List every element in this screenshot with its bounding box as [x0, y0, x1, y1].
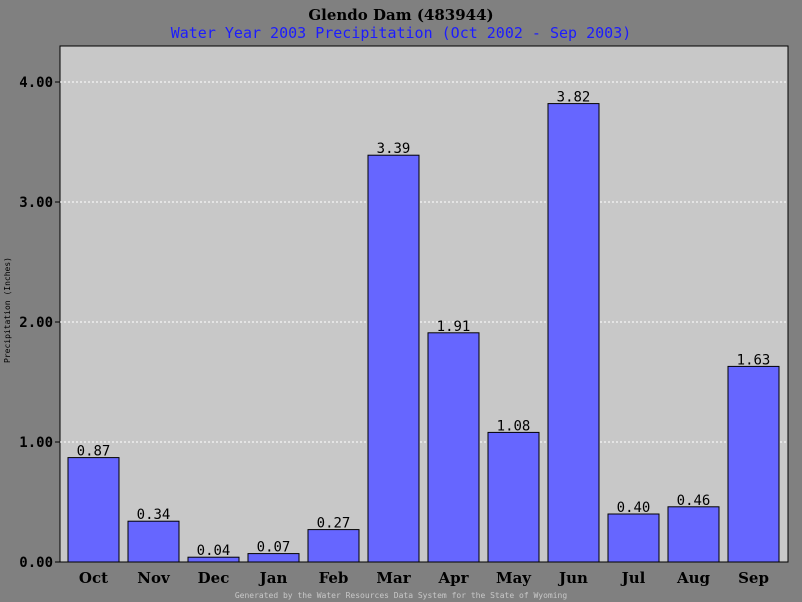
data-label-jul: 0.40 [617, 500, 651, 516]
x-tick-label-apr: Apr [437, 569, 469, 587]
x-tick-label-may: May [496, 569, 532, 587]
y-tick-label: 0.00 [19, 555, 53, 571]
plot-area: 0.87 0.34 0.04 0.07 0.27 3.39 1.91 1.08 3.82 0.40… [19, 45, 789, 587]
x-tick-label-feb: Feb [319, 569, 349, 587]
data-label-jun: 3.82 [557, 90, 591, 106]
bar-jul [607, 513, 660, 563]
x-tick-label-nov: Nov [137, 569, 171, 587]
x-tick-label-jul: Jul [620, 569, 646, 587]
bar-nov [127, 520, 180, 563]
y-tick-label: 3.00 [19, 195, 53, 211]
bar-jan [247, 553, 300, 563]
footer-credit: Generated by the Water Resources Data Sy… [235, 591, 568, 600]
bar-apr [427, 332, 480, 563]
bar-mar [367, 154, 420, 563]
x-tick-label-oct: Oct [79, 569, 108, 587]
y-tick-label: 4.00 [19, 75, 53, 91]
y-ticks: 0.00 1.00 2.00 3.00 4.00 [19, 75, 60, 571]
data-label-sep: 1.63 [737, 352, 771, 368]
x-tick-label-jan: Jan [258, 569, 288, 587]
bar-dec [187, 556, 240, 563]
data-label-may: 1.08 [497, 418, 531, 434]
data-label-apr: 1.91 [437, 319, 471, 335]
bar-oct [67, 457, 120, 563]
y-axis-label: Precipitation (Inches) [3, 257, 12, 363]
bar-jun [547, 103, 600, 563]
data-label-feb: 0.27 [317, 516, 351, 532]
data-label-mar: 3.39 [377, 141, 411, 157]
data-label-nov: 0.34 [137, 507, 171, 523]
gridlines [60, 81, 788, 443]
bar-feb [307, 529, 360, 563]
bar-may [487, 431, 540, 563]
x-ticks: Oct Nov Dec Jan Feb Mar Apr May Jun Jul Aug Sep [79, 569, 769, 587]
x-tick-label-dec: Dec [198, 569, 230, 587]
data-label-jan: 0.07 [257, 540, 291, 556]
plot-background [59, 45, 789, 563]
x-tick-label-aug: Aug [676, 569, 711, 587]
chart-title: Glendo Dam (483944) [308, 6, 493, 24]
chart-subtitle: Water Year 2003 Precipitation (Oct 2002 … [171, 24, 632, 42]
data-label-dec: 0.04 [197, 543, 231, 559]
bar-sep [727, 365, 780, 563]
bars [67, 103, 780, 563]
x-tick-label-sep: Sep [738, 569, 769, 587]
x-tick-label-jun: Jun [557, 569, 588, 587]
data-labels: 0.87 0.34 0.04 0.07 0.27 3.39 1.91 1.08 3.82 0.40… [77, 90, 771, 560]
y-tick-label: 1.00 [19, 435, 53, 451]
data-label-oct: 0.87 [77, 444, 111, 460]
data-label-aug: 0.46 [677, 493, 711, 509]
x-tick-label-mar: Mar [376, 569, 411, 587]
y-tick-label: 2.00 [19, 315, 53, 331]
bar-aug [667, 506, 720, 563]
